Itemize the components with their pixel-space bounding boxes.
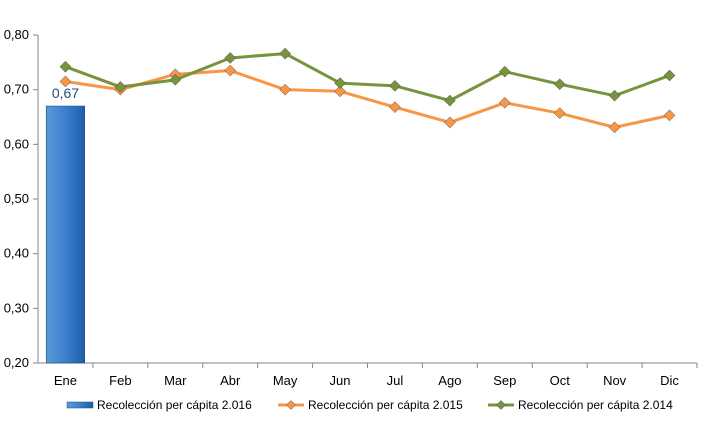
line-point-2-nov <box>608 89 621 102</box>
line-point-2-dic <box>663 69 676 82</box>
x-tick-label: Jul <box>387 373 404 388</box>
x-tick-label: Mar <box>164 373 187 388</box>
line-point-2-feb <box>114 81 127 93</box>
x-tick-label: Feb <box>109 373 131 388</box>
bar-series <box>45 105 85 364</box>
y-tick-label: 0,20 <box>4 355 29 370</box>
line-point-2-oct <box>553 78 566 91</box>
line-series-1 <box>65 69 670 129</box>
chart-legend: Recolección per cápita 2.016 Recolección … <box>66 398 673 412</box>
x-tick-label: Dic <box>660 373 679 388</box>
legend-entry-label: Recolección per cápita 2.014 <box>518 398 673 412</box>
x-tick-label: Oct <box>550 373 571 388</box>
legend-swatch-bar <box>66 401 94 409</box>
x-tick-label: Nov <box>603 373 627 388</box>
x-tick-label: Sep <box>493 373 516 388</box>
y-tick-label: 0,30 <box>4 300 29 315</box>
line-point-2-abr <box>224 52 237 64</box>
legend-entry-label: Recolección per cápita 2.016 <box>97 398 252 412</box>
line-point-1-jul <box>389 101 401 114</box>
y-tick-label: 0,80 <box>4 27 29 42</box>
legend-swatch-marker <box>496 400 506 410</box>
line-point-2-mar <box>169 73 182 86</box>
line-point-1-jun <box>334 85 346 98</box>
y-tick-label: 0,60 <box>4 136 29 151</box>
y-tick-label: 0,50 <box>4 191 29 206</box>
x-tick-label: Ene <box>54 373 77 388</box>
line-point-2-may <box>279 47 291 60</box>
line-point-1-abr <box>224 64 237 77</box>
x-tick-label: Jun <box>330 373 351 388</box>
line-point-2-ago <box>444 94 456 107</box>
bar-data-label: 0,67 <box>52 85 79 101</box>
line-point-1-nov <box>608 121 621 134</box>
bar-2016-ene <box>45 105 85 364</box>
y-tick-label: 0,70 <box>4 82 29 97</box>
line-point-2-jun <box>334 77 346 89</box>
data-labels: 0,67 <box>52 85 79 101</box>
line-point-1-may <box>279 83 291 96</box>
line-point-1-dic <box>663 109 676 122</box>
x-tick-label: Ago <box>438 373 461 388</box>
y-tick-label: 0,40 <box>4 246 29 261</box>
legend-swatch-marker <box>286 400 296 410</box>
line-series <box>59 47 676 134</box>
line-point-2-ene <box>59 60 72 73</box>
line-point-1-ago <box>444 116 456 129</box>
line-point-1-sep <box>498 96 511 109</box>
line-point-1-ene <box>59 75 72 88</box>
x-tick-label: Abr <box>220 373 241 388</box>
chart-axes: 0,20 0,30 0,40 0,50 0,60 0,70 0,80 Ene Feb Mar Abr… <box>4 27 698 388</box>
line-point-2-jul <box>389 79 401 92</box>
line-point-1-oct <box>553 107 566 120</box>
line-series-2 <box>64 52 671 103</box>
legend-entry-label: Recolección per cápita 2.015 <box>308 398 463 412</box>
line-point-2-sep <box>498 65 511 78</box>
x-tick-label: May <box>273 373 298 388</box>
